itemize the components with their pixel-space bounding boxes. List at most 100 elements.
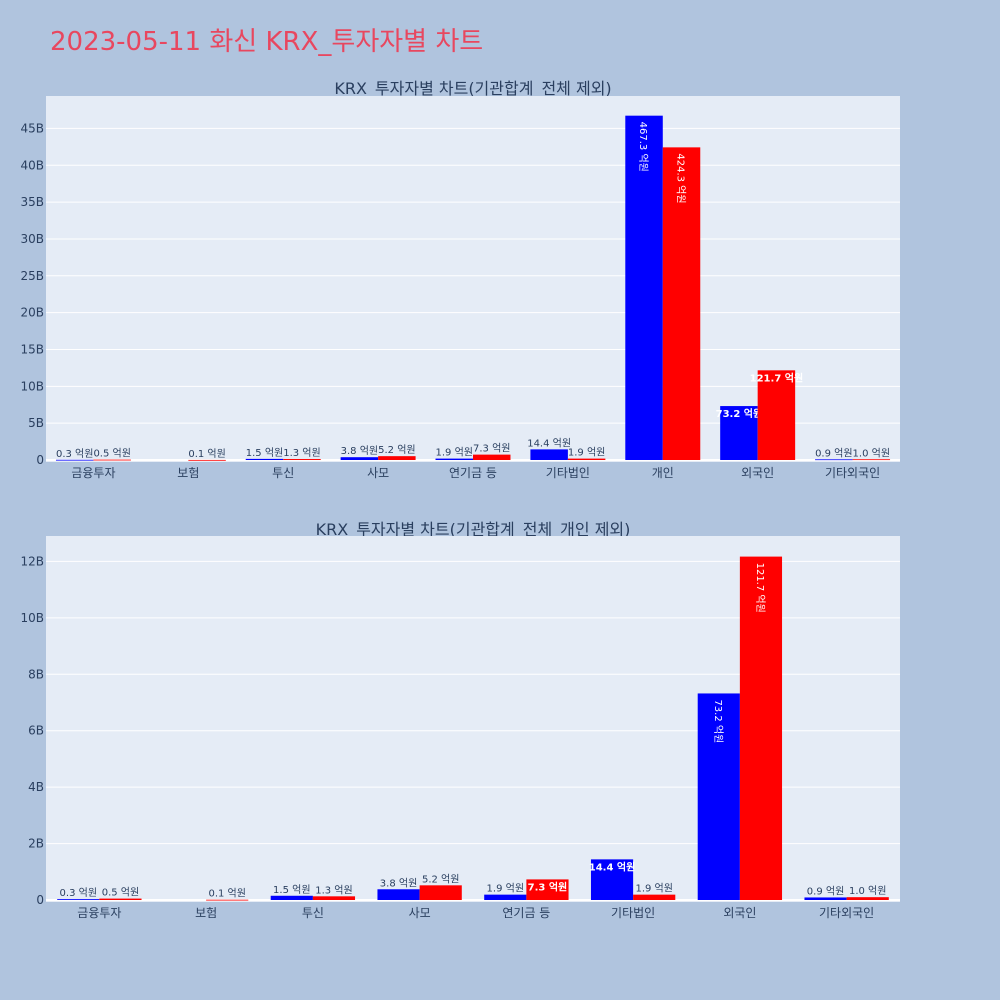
x-tick-label: 연기금 등 [502, 906, 550, 920]
bar-value-label: 1.3 억원 [283, 447, 320, 459]
x-tick-label: 금융투자 [77, 906, 121, 920]
bar [377, 889, 420, 900]
y-tick-label: 2B [28, 837, 44, 851]
bar-value-label: 1.5 억원 [273, 884, 310, 896]
bar [378, 456, 416, 460]
chart-1-panel: 0 5B 10B 15B 20B 25B 30B 35B 40B 45B 금융투자 0.3 억원 0.5… [20, 96, 900, 480]
bar-value-label: 1.5 억원 [246, 447, 283, 459]
page-title: 2023-05-11 화신 KRX_투자자별 차트 [50, 27, 483, 57]
bar-value-label: 1.9 억원 [487, 883, 524, 895]
y-tick-label: 20B [20, 306, 44, 320]
bar [340, 457, 379, 460]
bar [435, 458, 473, 460]
bar-value-label: 1.3 억원 [315, 884, 352, 896]
bar [720, 406, 758, 460]
bar [625, 115, 663, 461]
bar-value-label: 14.4 억원 [589, 860, 636, 873]
y-tick-label: 35B [20, 195, 44, 209]
bar [852, 459, 891, 461]
bar [739, 556, 783, 900]
bar-value-label: 73.2 억원 [712, 699, 724, 743]
chart-2-title: KRX_투자자별 차트(기관합계_전체_개인 제외) [316, 520, 631, 540]
bar [93, 459, 131, 461]
y-tick-label: 40B [20, 158, 44, 172]
bar-value-label: 0.9 억원 [815, 447, 852, 459]
bar-value-label: 0.3 억원 [56, 448, 93, 460]
bar-value-label: 424.3 억원 [675, 153, 687, 203]
bar-value-label: 0.5 억원 [93, 448, 130, 460]
bar [55, 459, 94, 461]
bar [530, 449, 568, 460]
bar-value-label: 3.8 억원 [380, 877, 417, 889]
y-tick-label: 4B [28, 780, 44, 794]
x-tick-label: 기타법인 [611, 906, 655, 920]
bar-value-label: 1.0 억원 [853, 447, 890, 459]
bar [815, 459, 853, 461]
x-tick-label: 사모 [367, 466, 389, 480]
bar [804, 897, 847, 900]
x-tick-label: 외국인 [723, 906, 756, 920]
bar-value-label: 121.7 억원 [750, 371, 804, 384]
bar-value-label: 0.5 억원 [102, 887, 139, 899]
bar-value-label: 1.0 억원 [849, 885, 886, 897]
y-tick-label: 6B [28, 724, 44, 738]
bar [283, 459, 321, 460]
y-tick-label: 5B [28, 416, 44, 430]
bar-value-label: 121.7 억원 [754, 563, 766, 613]
bar-value-label: 3.8 억원 [341, 445, 378, 457]
x-tick-label: 기타법인 [546, 466, 590, 480]
y-tick-label: 45B [20, 121, 44, 135]
bar [206, 899, 249, 901]
bar-value-label: 0.1 억원 [188, 448, 225, 460]
bar [590, 859, 634, 900]
x-tick-label: 기타외국인 [825, 466, 880, 480]
y-tick-label: 0 [36, 453, 44, 467]
bar-value-label: 467.3 억원 [637, 122, 649, 172]
chart-1-title: KRX_투자자별 차트(기관합계_전체 제외) [334, 79, 611, 99]
x-tick-label: 투신 [272, 466, 294, 480]
y-tick-label: 8B [28, 667, 44, 681]
bar-value-label: 5.2 억원 [422, 873, 459, 885]
bar [188, 459, 226, 461]
bar-value-label: 0.3 억원 [60, 887, 97, 899]
x-tick-label: 보험 [195, 906, 217, 920]
bar-value-label: 0.1 억원 [208, 888, 245, 900]
bar [57, 899, 100, 900]
bar [662, 147, 701, 460]
y-tick-label: 15B [20, 342, 44, 356]
bar [757, 370, 796, 460]
bar [846, 897, 889, 900]
bar-value-label: 0.9 억원 [807, 885, 844, 897]
x-tick-label: 보험 [177, 466, 199, 480]
bar [270, 895, 313, 900]
bar-value-label: 1.9 억원 [436, 447, 473, 459]
bar [419, 885, 462, 900]
bar [245, 458, 284, 460]
y-tick-label: 12B [20, 554, 44, 568]
x-tick-label: 사모 [409, 906, 431, 920]
x-tick-label: 외국인 [741, 466, 774, 480]
bar [473, 454, 511, 460]
bar [567, 458, 606, 460]
bar-value-label: 14.4 억원 [527, 437, 571, 449]
x-tick-label: 개인 [652, 466, 674, 480]
bar-value-label: 7.3 억원 [473, 443, 510, 455]
bar [633, 894, 676, 900]
y-tick-label: 30B [20, 232, 44, 246]
bar [312, 896, 356, 900]
y-tick-label: 10B [20, 379, 44, 393]
bar [697, 693, 740, 900]
bar [484, 894, 527, 900]
x-tick-label: 금융투자 [71, 466, 115, 480]
y-tick-label: 0 [36, 893, 44, 907]
bar-value-label: 1.9 억원 [635, 883, 672, 895]
bar-value-label: 1.9 억원 [568, 447, 605, 459]
bar [99, 898, 142, 900]
bar-value-label: 5.2 억원 [378, 444, 415, 456]
bar [526, 879, 569, 900]
x-tick-label: 연기금 등 [449, 466, 497, 480]
x-tick-label: 투신 [302, 906, 324, 920]
x-tick-label: 기타외국인 [819, 906, 874, 920]
